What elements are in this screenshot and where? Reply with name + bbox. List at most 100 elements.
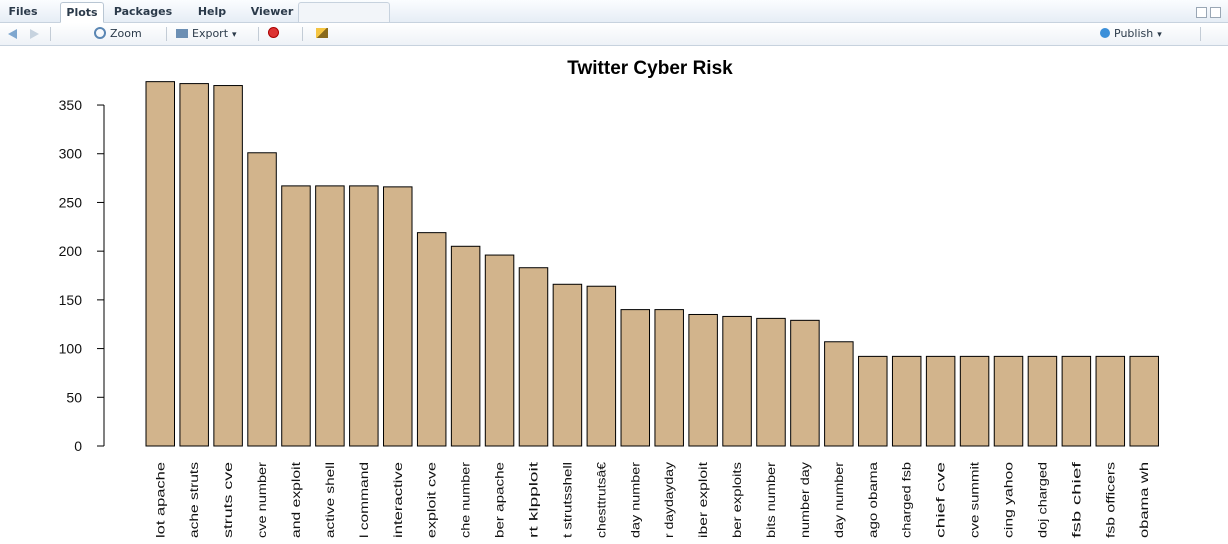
y-tick-label: 0 bbox=[74, 438, 82, 454]
plots-toolbar: Zoom Export ▾ Publish ▾ bbox=[0, 23, 1228, 46]
bar bbox=[213, 85, 243, 447]
bars bbox=[145, 81, 1159, 447]
chevron-down-icon: ▾ bbox=[1157, 30, 1162, 40]
x-tick-label: day number bbox=[628, 462, 642, 538]
bar bbox=[688, 313, 718, 447]
bar bbox=[891, 355, 922, 447]
bar bbox=[552, 283, 583, 447]
minimize-icon[interactable] bbox=[1196, 7, 1207, 18]
x-tick-label: ago obama bbox=[866, 462, 880, 538]
x-axis-labels: lot apache ache struts struts cve cve numbe… bbox=[153, 461, 1151, 538]
y-tick-label: 250 bbox=[59, 194, 83, 210]
zoom-button[interactable]: Zoom bbox=[94, 23, 142, 45]
x-tick-label: charged fsb bbox=[900, 462, 914, 538]
y-tick-label: 200 bbox=[59, 243, 83, 259]
x-tick-label: interactive bbox=[391, 462, 405, 538]
y-tick-label: 350 bbox=[59, 97, 83, 113]
plot-viewport: Twitter Cyber Risk 0 50 100 150 200 250 300 350… bbox=[0, 46, 1228, 539]
x-tick-label: doj charged bbox=[1035, 462, 1049, 538]
broom-icon bbox=[316, 28, 328, 38]
x-tick-label: rt klpploit bbox=[526, 461, 540, 538]
y-axis: 0 50 100 150 200 250 300 350 bbox=[59, 97, 105, 454]
bar bbox=[1027, 355, 1058, 447]
bar bbox=[1129, 355, 1159, 447]
tab-files[interactable]: Files bbox=[8, 5, 38, 18]
tab-plots[interactable]: Plots bbox=[60, 2, 104, 23]
bar bbox=[824, 341, 854, 447]
tab-viewer[interactable]: Viewer bbox=[250, 5, 294, 18]
toolbar-separator bbox=[258, 27, 259, 41]
x-tick-label: chief cve bbox=[934, 461, 948, 538]
toolbar-separator bbox=[302, 27, 303, 41]
publish-icon bbox=[1100, 28, 1110, 38]
bar bbox=[518, 267, 549, 447]
x-tick-label: fsb officers bbox=[1103, 462, 1117, 538]
remove-plot-icon bbox=[268, 27, 279, 38]
bar bbox=[620, 309, 651, 447]
export-button[interactable]: Export ▾ bbox=[176, 23, 237, 45]
toolbar-separator bbox=[1200, 27, 1201, 41]
tab-packages[interactable]: Packages bbox=[113, 5, 173, 18]
x-tick-label: che number bbox=[459, 462, 473, 538]
chart-title: Twitter Cyber Risk bbox=[567, 58, 733, 79]
x-tick-label: obama wh bbox=[1137, 462, 1151, 538]
x-tick-label: day number bbox=[832, 462, 846, 538]
bar bbox=[993, 355, 1024, 447]
publish-button[interactable]: Publish ▾ bbox=[1100, 23, 1162, 45]
bar bbox=[1061, 355, 1092, 447]
x-tick-label: l command bbox=[357, 462, 371, 538]
bar bbox=[450, 245, 481, 447]
tab-help[interactable]: Help bbox=[197, 5, 227, 18]
x-tick-label: cve number bbox=[255, 462, 269, 538]
y-tick-label: 100 bbox=[59, 341, 83, 357]
bar bbox=[145, 81, 175, 447]
tab-placeholder bbox=[298, 2, 390, 22]
x-tick-label: ache struts bbox=[187, 462, 201, 538]
x-tick-label: struts cve bbox=[221, 462, 235, 538]
x-tick-label: cve summit bbox=[968, 461, 982, 538]
remove-plot-button[interactable] bbox=[268, 23, 281, 45]
x-tick-label: and exploit bbox=[289, 461, 303, 538]
back-arrow-icon[interactable] bbox=[8, 29, 17, 39]
bar bbox=[315, 185, 345, 447]
forward-arrow-icon[interactable] bbox=[30, 29, 39, 39]
bar bbox=[756, 317, 786, 447]
magnifier-icon bbox=[94, 27, 106, 39]
x-tick-label: t strutsshell bbox=[560, 462, 574, 538]
maximize-icon[interactable] bbox=[1210, 7, 1221, 18]
chevron-down-icon: ▾ bbox=[232, 30, 237, 40]
clear-plots-button[interactable] bbox=[316, 23, 328, 45]
x-tick-label: cing yahoo bbox=[1002, 462, 1016, 538]
x-tick-label: ber apache bbox=[493, 462, 507, 538]
bar bbox=[484, 254, 515, 447]
bar bbox=[790, 319, 820, 447]
x-tick-label: active shell bbox=[323, 462, 337, 538]
bar bbox=[586, 285, 617, 447]
y-tick-label: 150 bbox=[59, 292, 83, 308]
bar bbox=[349, 185, 379, 447]
x-tick-label: bits number bbox=[764, 462, 778, 538]
bar-chart: Twitter Cyber Risk 0 50 100 150 200 250 300 350… bbox=[59, 58, 1159, 538]
toolbar-separator bbox=[50, 27, 51, 41]
y-tick-label: 50 bbox=[66, 389, 82, 405]
toolbar-separator bbox=[166, 27, 167, 41]
bar bbox=[959, 355, 990, 447]
bar bbox=[722, 315, 752, 447]
bar bbox=[925, 355, 956, 447]
x-tick-label: iber exploit bbox=[696, 461, 710, 538]
y-tick-label: 300 bbox=[59, 146, 83, 162]
bar bbox=[179, 83, 209, 447]
bar bbox=[1095, 355, 1126, 447]
x-tick-label: r daydayday bbox=[662, 462, 676, 538]
export-label: Export bbox=[192, 27, 229, 40]
window-controls[interactable] bbox=[1196, 5, 1224, 18]
x-tick-label: lot apache bbox=[153, 462, 167, 538]
export-icon bbox=[176, 29, 188, 38]
zoom-label: Zoom bbox=[110, 27, 142, 40]
bar bbox=[416, 232, 447, 447]
bar bbox=[247, 152, 277, 447]
x-tick-label: exploit cve bbox=[425, 462, 439, 538]
x-tick-label: chesttrutsâ€ bbox=[594, 462, 608, 538]
bar bbox=[654, 309, 684, 447]
